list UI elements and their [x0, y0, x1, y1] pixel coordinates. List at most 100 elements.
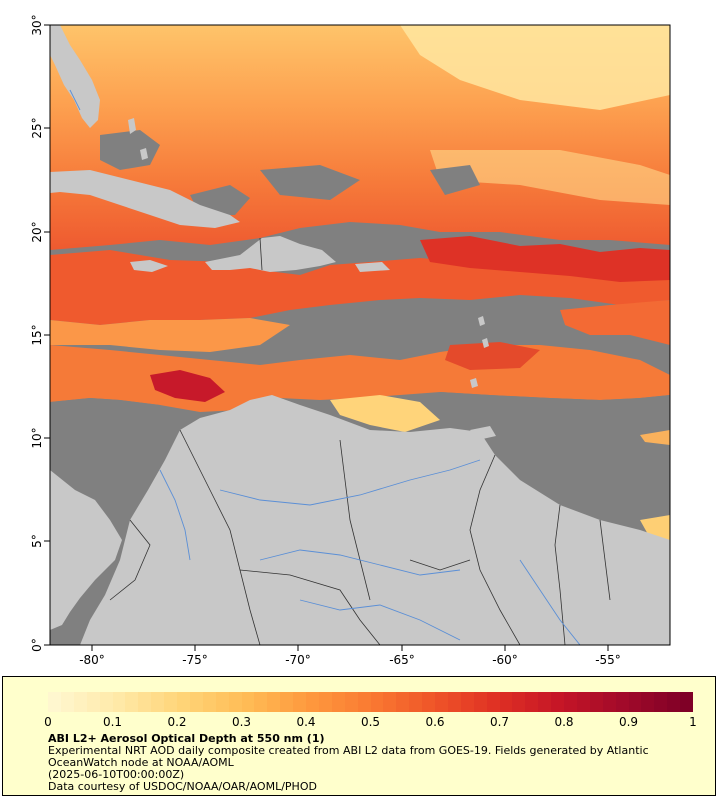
land-hispaniola: [205, 236, 336, 272]
colorbar-segment: [112, 692, 126, 712]
colorbar-segment: [357, 692, 371, 712]
colorbar-segment: [383, 692, 397, 712]
lon-label-80: -80°: [79, 653, 105, 667]
colorbar-segment: [267, 692, 281, 712]
colorbar-segment: [564, 692, 578, 712]
land-jamaica: [130, 260, 168, 272]
aod-high-patch-1: [150, 370, 225, 402]
colorbar-segment: [576, 692, 591, 712]
colorbar-segment: [306, 692, 320, 712]
colorbar-segment: [486, 692, 500, 712]
colorbar-segment: [589, 692, 604, 712]
colorbar-segment: [396, 692, 410, 712]
lat-label-0: 0°: [30, 638, 44, 652]
colorbar-segment: [151, 692, 165, 712]
colorbar: [48, 692, 694, 712]
colorbar-tick-label: 1: [689, 715, 697, 729]
no-data-gap-4: [430, 165, 480, 195]
country-borders: [109, 237, 611, 645]
colorbar-tick-label: 0.4: [296, 715, 316, 729]
colorbar-tick-label: 0.3: [231, 715, 252, 729]
lat-label-10: 10°: [30, 427, 44, 448]
lat-label-15: 15°: [30, 324, 44, 345]
caption-title: ABI L2+ Aerosol Optical Depth at 550 nm …: [48, 732, 325, 745]
land-trinidad: [470, 426, 496, 440]
colorbar-segment: [86, 692, 100, 712]
colorbar-segment: [177, 692, 191, 712]
aod-low-band-1: [400, 25, 670, 110]
lat-label-30: 30°: [30, 14, 44, 35]
colorbar-segment: [48, 692, 62, 712]
colorbar-segment: [628, 692, 642, 712]
no-data-band-se: [440, 392, 670, 520]
colorbar-segment: [99, 692, 113, 712]
colorbar-segment: [602, 692, 616, 712]
colorbar-segment: [344, 692, 358, 712]
lon-label-55: -55°: [595, 653, 621, 667]
colorbar-segment: [241, 692, 255, 712]
lon-axis: -80° -75° -70° -65° -60° -55°: [79, 645, 621, 667]
lon-label-65: -65°: [389, 653, 415, 667]
colorbar-segment: [499, 692, 513, 712]
colorbar-segment: [422, 692, 436, 712]
colorbar-segment: [254, 692, 268, 712]
land-lesser-antilles: [470, 316, 489, 388]
no-data-band-south: [50, 398, 180, 445]
aod-se-strip: [640, 430, 670, 445]
aod-field-east-1: [560, 300, 670, 345]
colorbar-segment: [60, 692, 75, 712]
legend-panel: ABI L2+ Aerosol Optical Depth at 550 nm …: [2, 676, 716, 796]
land-puerto-rico: [355, 262, 390, 272]
aod-field-mid-2: [50, 318, 290, 352]
aod-high-patch-2: [420, 236, 670, 282]
land-south-america: [80, 395, 670, 645]
caption-date: (2025-06-10T00:00:00Z): [48, 768, 185, 781]
no-data-band-central: [290, 305, 565, 345]
colorbar-segment: [525, 692, 539, 712]
aod-field-mid-1: [50, 250, 670, 325]
colorbar-tick-label: 0.5: [360, 715, 381, 729]
colorbar-segment: [331, 692, 346, 712]
colorbar-segment: [318, 692, 333, 712]
colorbar-segment: [680, 692, 694, 712]
land-cuba: [50, 170, 240, 228]
colorbar-tick-label: 0.9: [618, 715, 639, 729]
caption-description-line-2: OceanWatch node at NOAA/AOML: [48, 756, 234, 769]
aod-low-band-2: [430, 150, 670, 205]
colorbar-segment: [164, 692, 178, 712]
colorbar-segment: [551, 692, 565, 712]
colorbar-tick-label: 0.2: [167, 715, 187, 729]
land-bahamas: [128, 118, 148, 160]
colorbar-tick-label: 0.7: [489, 715, 510, 729]
aod-high-patch-3: [445, 342, 540, 370]
lon-label-60: -60°: [492, 653, 518, 667]
colorbar-segment: [73, 692, 88, 712]
lat-label-20: 20°: [30, 221, 44, 242]
land-florida: [50, 25, 100, 128]
colorbar-segment: [228, 692, 242, 712]
lat-label-5: 5°: [30, 534, 44, 548]
colorbar-segment: [215, 692, 229, 712]
colorbar-segment: [667, 692, 681, 712]
lon-label-75: -75°: [182, 653, 208, 667]
colorbar-segment: [473, 692, 487, 712]
lon-label-70: -70°: [285, 653, 311, 667]
colorbar-segment: [202, 692, 217, 712]
colorbar-segment: [538, 692, 552, 712]
colorbar-segment: [435, 692, 449, 712]
colorbar-segment: [125, 692, 139, 712]
colorbar-segment: [641, 692, 655, 712]
colorbar-tick-label: 0.8: [554, 715, 574, 729]
caption-credit: Data courtesy of USDOC/NOAA/OAR/AOML/PHO…: [48, 780, 317, 793]
colorbar-segment: [138, 692, 152, 712]
colorbar-tick-label: 0.6: [425, 715, 445, 729]
aod-map: 30° 25° 20° 15° 10° 5° 0° -80° -75° -70°…: [30, 14, 671, 667]
no-data-gap-1: [100, 130, 160, 170]
colorbar-tick-label: 0.1: [102, 715, 123, 729]
colorbar-segment: [293, 692, 307, 712]
colorbar-segment: [370, 692, 384, 712]
land-central-america: [50, 470, 122, 630]
colorbar-segment: [460, 692, 475, 712]
colorbar-segment: [654, 692, 668, 712]
rivers: [69, 89, 581, 645]
